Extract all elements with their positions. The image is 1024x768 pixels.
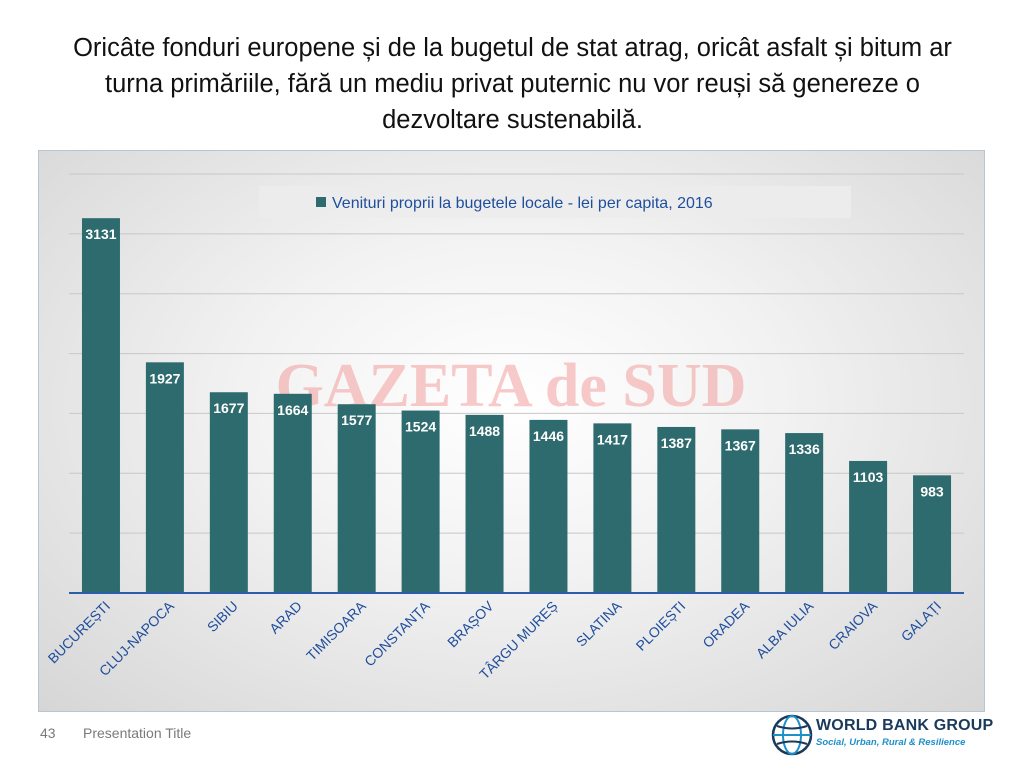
bars: 3131 1927 1677 1664 1577 1524 1488 1446 1417 1387… (81, 218, 952, 593)
x-tick-label: SLATINA (573, 597, 625, 649)
bar-value-label: 1446 (533, 428, 564, 444)
bar-value-label: 983 (920, 483, 944, 499)
bar (273, 393, 312, 593)
bar (209, 392, 248, 593)
bar (81, 218, 120, 593)
bar-value-label: 1336 (789, 441, 820, 457)
x-tick-label: PLOIEȘTI (633, 598, 689, 654)
bar (721, 429, 760, 593)
x-tick-label: GALAȚI (898, 598, 945, 645)
bar-value-label: 1417 (597, 431, 628, 447)
bar (785, 433, 824, 593)
bar (465, 414, 504, 593)
x-tick-label: ORADEA (699, 597, 753, 651)
bar (401, 410, 440, 593)
world-bank-logo: WORLD BANK GROUP Social, Urban, Rural & … (768, 710, 993, 760)
x-tick-label: ALBA IULIA (753, 597, 817, 661)
page-number: 43 (40, 725, 56, 741)
x-tick-label: BRAȘOV (444, 597, 497, 650)
globe-icon (771, 714, 813, 756)
x-tick-label: BUCUREȘTI (45, 598, 114, 667)
logo-subtitle: Social, Urban, Rural & Resilience (816, 737, 966, 748)
bar (657, 426, 696, 593)
bar (337, 404, 376, 593)
bar (593, 423, 632, 593)
bar (529, 419, 568, 593)
legend-swatch (316, 197, 326, 207)
x-tick-label: TIMISOARA (303, 597, 369, 663)
bar-value-label: 1664 (277, 402, 308, 418)
bar-value-label: 1103 (853, 469, 884, 485)
bar-value-label: 1577 (341, 412, 372, 428)
x-tick-label: CRAIOVA (825, 597, 881, 653)
bar (913, 475, 952, 593)
legend-label: Venituri proprii la bugetele locale - le… (332, 195, 713, 212)
bar-value-label: 3131 (85, 226, 116, 242)
bar (849, 460, 888, 593)
legend-box (259, 186, 851, 218)
bar-value-label: 1488 (469, 423, 500, 439)
x-tick-label: CONSTANȚA (361, 597, 433, 669)
bar-value-label: 1927 (149, 370, 180, 386)
bar (145, 362, 184, 593)
bar-value-label: 1524 (405, 419, 436, 435)
bar-value-label: 1367 (725, 437, 756, 453)
slide-title: Oricâte fonduri europene și de la bugetu… (73, 34, 952, 134)
legend: Venituri proprii la bugetele locale - le… (259, 186, 851, 218)
bar-chart: GAZETA de SUD Venituri proprii la bugete… (45, 173, 964, 682)
chart-area: GAZETA de SUD Venituri proprii la bugete… (38, 150, 985, 712)
x-tick-label: ARAD (266, 598, 305, 637)
footer-presentation-title: Presentation Title (83, 725, 192, 741)
bar-value-label: 1387 (661, 435, 692, 451)
logo-name: WORLD BANK GROUP (816, 717, 994, 734)
bar-value-label: 1677 (213, 400, 244, 416)
x-tick-label: SIBIU (204, 598, 241, 635)
